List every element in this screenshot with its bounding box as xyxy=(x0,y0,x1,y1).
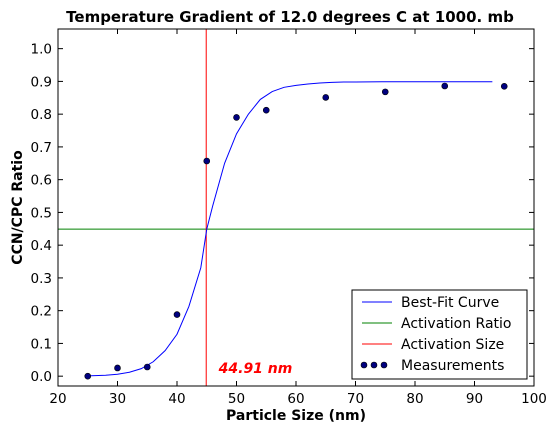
y-tick-label: 0.1 xyxy=(31,336,52,352)
y-axis-label: CCN/CPC Ratio xyxy=(10,150,26,265)
y-tick-label: 0.8 xyxy=(31,107,52,123)
axis-ticks: 20 30 40 50 60 70 80 90 100 0.0 0.1 0.2 0.3 0.4 0.5 0.6… xyxy=(31,29,547,407)
y-tick-label: 0.0 xyxy=(31,369,52,385)
x-axis-label: Particle Size (nm) xyxy=(226,408,366,424)
measurement-point xyxy=(203,157,211,165)
x-tick-label: 60 xyxy=(287,391,304,407)
activation-size-annotation: 44.91 nm xyxy=(218,361,293,377)
chart-title: Temperature Gradient of 12.0 degrees C a… xyxy=(66,8,514,26)
measurement-point xyxy=(143,363,151,371)
legend: Best-Fit Curve Activation Ratio Activation… xyxy=(351,289,528,380)
measurement-point xyxy=(114,364,121,372)
x-tick-label: 40 xyxy=(168,391,185,407)
measurement-point xyxy=(381,88,389,96)
measurement-point xyxy=(173,311,181,318)
measurement-point xyxy=(84,372,92,380)
y-tick-label: 0.9 xyxy=(31,74,52,90)
x-tick-label: 100 xyxy=(521,391,547,407)
measurement-point xyxy=(500,83,508,90)
x-tick-label: 30 xyxy=(109,391,126,407)
plot-area xyxy=(58,29,534,386)
x-tick-label: 20 xyxy=(49,391,66,407)
x-tick-label: 90 xyxy=(466,391,483,407)
legend-marker-dot xyxy=(370,361,378,369)
legend-label: Best-Fit Curve xyxy=(401,295,499,311)
y-tick-label: 0.2 xyxy=(31,304,52,320)
y-tick-label: 0.4 xyxy=(31,238,52,254)
measurement-point xyxy=(441,82,449,90)
legend-label: Measurements xyxy=(401,358,504,374)
legend-label: Activation Ratio xyxy=(401,316,511,332)
legend-marker-dot xyxy=(360,361,368,369)
measurement-point xyxy=(262,106,270,114)
x-tick-label: 70 xyxy=(347,391,364,407)
y-tick-label: 0.5 xyxy=(31,205,52,221)
y-tick-label: 1.0 xyxy=(31,42,52,58)
legend-marker-dot xyxy=(380,361,388,369)
measurement-point xyxy=(233,114,240,121)
legend-label: Activation Size xyxy=(401,337,504,353)
best-fit-curve xyxy=(87,81,493,377)
x-tick-label: 50 xyxy=(228,391,245,407)
y-tick-label: 0.7 xyxy=(31,140,52,156)
measurement-point xyxy=(322,94,330,101)
x-tick-label: 80 xyxy=(406,391,423,407)
y-tick-label: 0.3 xyxy=(31,271,52,287)
y-tick-label: 0.6 xyxy=(31,173,52,189)
